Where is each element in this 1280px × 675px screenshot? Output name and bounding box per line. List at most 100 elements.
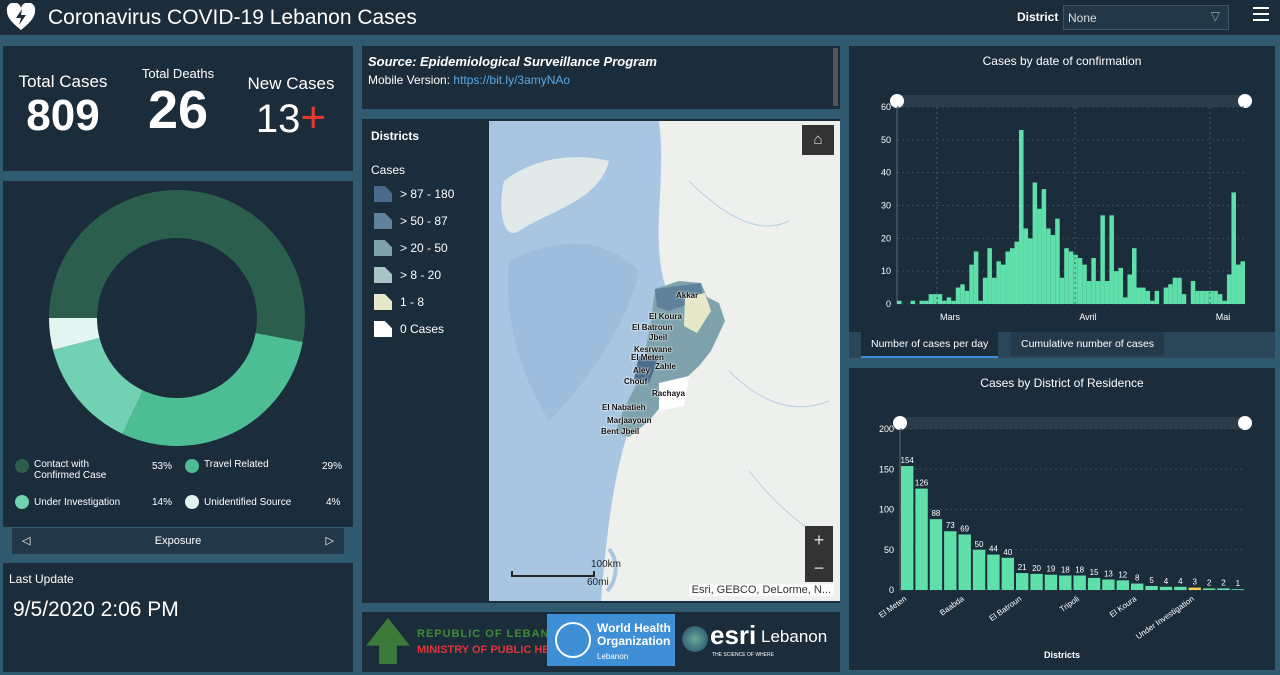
bar[interactable] — [1077, 258, 1083, 304]
bar[interactable] — [1181, 294, 1187, 304]
bar[interactable] — [1030, 573, 1043, 590]
bar[interactable] — [955, 287, 961, 304]
legend-item-travel[interactable]: Travel Related — [185, 459, 269, 473]
bar[interactable] — [1174, 586, 1187, 590]
bar[interactable] — [1217, 294, 1223, 304]
donut-slice[interactable] — [49, 190, 305, 342]
tab-cases-per-day[interactable]: Number of cases per day — [861, 332, 999, 358]
bar[interactable] — [1001, 557, 1014, 590]
bar[interactable] — [1086, 281, 1092, 304]
bar[interactable] — [973, 251, 979, 304]
bar[interactable] — [1145, 585, 1158, 590]
bar[interactable] — [1000, 264, 1006, 304]
bar[interactable] — [901, 466, 914, 590]
bar[interactable] — [1222, 300, 1227, 304]
bar[interactable] — [1059, 575, 1072, 590]
district-label[interactable]: El Batroun — [632, 323, 673, 332]
bar[interactable] — [951, 300, 956, 304]
bar[interactable] — [919, 300, 925, 304]
range-slider-track[interactable] — [893, 95, 1249, 107]
district-label[interactable]: Zahle — [655, 362, 676, 371]
bar[interactable] — [1208, 290, 1214, 304]
bar[interactable] — [991, 277, 997, 304]
zoom-in-button[interactable]: + — [805, 526, 833, 554]
bar[interactable] — [1168, 284, 1173, 304]
bar[interactable] — [1064, 248, 1069, 304]
bar[interactable] — [1009, 248, 1015, 304]
bar[interactable] — [969, 264, 974, 304]
district-label[interactable]: Marjaayoun — [607, 416, 652, 425]
range-slider-handle[interactable] — [1238, 416, 1252, 430]
bar[interactable] — [960, 284, 965, 304]
district-select[interactable]: None ▽ — [1063, 5, 1229, 30]
bar[interactable] — [942, 300, 947, 304]
bar[interactable] — [978, 300, 983, 304]
next-arrow-icon[interactable]: ▷ — [325, 535, 334, 547]
bar[interactable] — [933, 294, 938, 304]
bar[interactable] — [1073, 254, 1078, 304]
bar[interactable] — [1037, 208, 1042, 304]
bar[interactable] — [1028, 238, 1033, 304]
bar[interactable] — [1136, 287, 1142, 304]
bar[interactable] — [1016, 573, 1029, 590]
bar[interactable] — [1116, 580, 1129, 590]
district-label[interactable]: El Koura — [649, 312, 682, 321]
bar[interactable] — [1073, 575, 1086, 590]
bar[interactable] — [924, 300, 929, 304]
donut-slice[interactable] — [53, 337, 143, 434]
bar[interactable] — [987, 248, 992, 304]
bar[interactable] — [937, 294, 943, 304]
bar[interactable] — [1154, 290, 1160, 304]
bar[interactable] — [910, 300, 916, 304]
bar[interactable] — [1087, 577, 1101, 590]
bar[interactable] — [1195, 290, 1200, 304]
district-label[interactable]: Aley — [633, 366, 650, 375]
range-slider-handle[interactable] — [890, 94, 904, 108]
district-label[interactable]: El Nabatieh — [602, 403, 646, 412]
bar[interactable] — [946, 297, 952, 304]
bar[interactable] — [996, 261, 1001, 304]
bar[interactable] — [1100, 215, 1105, 304]
bar[interactable] — [1150, 300, 1155, 304]
legend-item-unidentified[interactable]: Unidentified Source — [185, 495, 291, 509]
previous-arrow-icon[interactable]: ◁ — [22, 535, 31, 547]
mobile-link[interactable]: https://bit.ly/3amyNAo — [453, 73, 571, 87]
bar[interactable] — [1204, 290, 1209, 304]
bar[interactable] — [1019, 129, 1024, 304]
bar[interactable] — [1032, 182, 1038, 304]
bar[interactable] — [1050, 235, 1056, 304]
bar[interactable] — [1109, 215, 1114, 304]
bar[interactable] — [1202, 588, 1216, 590]
bar[interactable] — [1188, 587, 1201, 590]
bar[interactable] — [1046, 228, 1051, 304]
bar[interactable] — [1127, 274, 1133, 304]
district-label[interactable]: Bent Jbeil — [601, 427, 640, 436]
legend-item-contact[interactable]: Contact with Confirmed Case — [15, 459, 125, 481]
bar[interactable] — [1145, 290, 1151, 304]
donut-slice[interactable] — [49, 318, 100, 350]
bar[interactable] — [1095, 281, 1101, 304]
bar[interactable] — [1044, 574, 1058, 590]
bar[interactable] — [1217, 588, 1230, 590]
zoom-out-button[interactable]: − — [805, 554, 833, 582]
tab-cumulative[interactable]: Cumulative number of cases — [1011, 332, 1165, 356]
bar[interactable] — [1122, 297, 1128, 304]
legend-item-under-investigation[interactable]: Under Investigation — [15, 495, 120, 509]
bar[interactable] — [1235, 264, 1241, 304]
donut-slice[interactable] — [122, 332, 303, 446]
district-label[interactable]: Chouf — [624, 377, 648, 386]
bar[interactable] — [1172, 277, 1178, 304]
bar[interactable] — [1177, 277, 1182, 304]
bar[interactable] — [1190, 281, 1196, 304]
district-label[interactable]: Kesrwane — [634, 345, 672, 354]
district-label[interactable]: El Meten — [631, 353, 664, 362]
bar[interactable] — [1041, 189, 1047, 304]
bar[interactable] — [1059, 277, 1065, 304]
bar[interactable] — [1023, 228, 1029, 304]
bar[interactable] — [987, 554, 1000, 590]
bar[interactable] — [1141, 287, 1146, 304]
bar[interactable] — [1213, 290, 1218, 304]
bar[interactable] — [1231, 589, 1244, 590]
bar[interactable] — [958, 534, 971, 590]
bar[interactable] — [1068, 251, 1074, 304]
